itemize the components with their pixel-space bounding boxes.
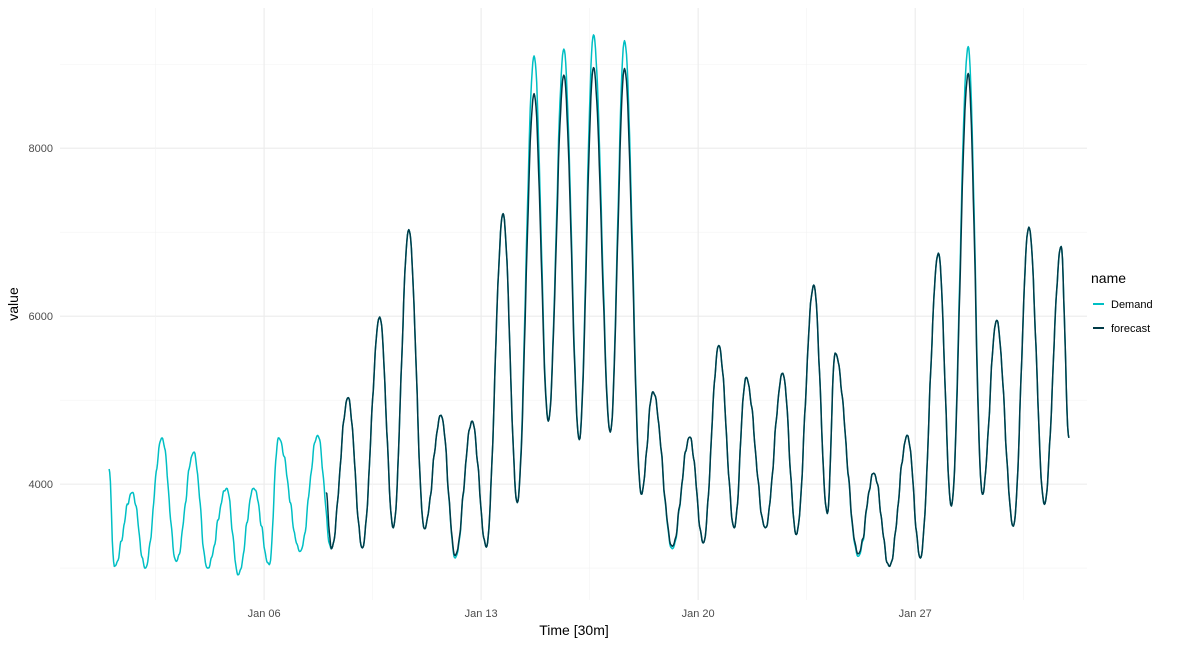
x-axis-title: Time [30m]: [539, 622, 609, 638]
legend: name Demand forecast: [1091, 270, 1153, 335]
series-line-demand: [108, 34, 1070, 576]
series-line-forecast: [325, 66, 1070, 568]
legend-label-forecast: forecast: [1111, 323, 1150, 335]
x-tick-label: Jan 13: [465, 608, 498, 620]
y-tick-label: 6000: [29, 311, 53, 323]
y-tick-label: 8000: [29, 143, 53, 155]
y-tick-label: 4000: [29, 479, 53, 491]
legend-label-demand: Demand: [1111, 299, 1153, 311]
x-tick-label: Jan 20: [682, 608, 715, 620]
series-lines: [108, 34, 1070, 576]
y-axis-title: value: [5, 287, 21, 321]
x-axis-ticks: Jan 06 Jan 13 Jan 20 Jan 27: [248, 608, 932, 620]
legend-title: name: [1091, 270, 1126, 286]
x-tick-label: Jan 06: [248, 608, 281, 620]
y-axis-ticks: 4000 6000 8000: [29, 143, 53, 491]
x-tick-label: Jan 27: [899, 608, 932, 620]
